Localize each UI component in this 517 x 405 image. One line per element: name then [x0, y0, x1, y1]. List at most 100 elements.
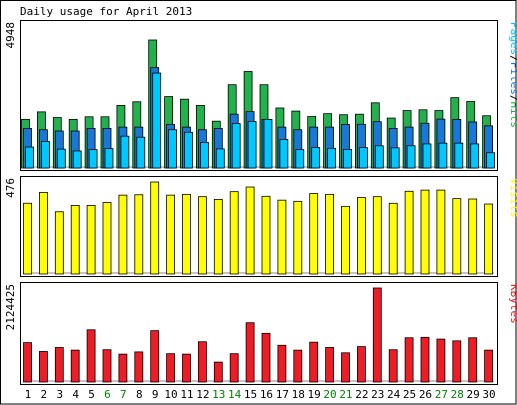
kbytes-bar: [102, 349, 112, 383]
visits-panel: 476 Visits: [4, 176, 517, 277]
visits-bar: [372, 196, 382, 275]
visits-bar: [39, 192, 48, 275]
pages-bar: [56, 148, 66, 169]
pages-bar: [120, 135, 130, 169]
pages-bar: [327, 147, 337, 169]
x-tick-label: 17: [276, 388, 289, 401]
pages-bar: [88, 149, 98, 169]
kbytes-bar: [23, 342, 32, 383]
kbytes-bar: [388, 349, 398, 383]
pages-bar: [390, 147, 400, 169]
x-tick-label: 6: [104, 388, 111, 401]
kbytes-panel: 2124425 KBytes: [4, 282, 517, 385]
pages-bar: [263, 118, 273, 169]
x-axis-labels: 1 2 3 4 5 6 7 8 9 10 11 12 13 14 15 16 17 18 19 20 21 22 23 24 2…: [25, 388, 496, 401]
pages-bar: [199, 141, 209, 169]
chart-title: Daily usage for April 2013: [20, 5, 192, 18]
kbytes-bar: [468, 337, 478, 383]
visits-bar: [388, 202, 398, 275]
pages-bar: [215, 148, 225, 169]
kbytes-bar: [213, 361, 223, 383]
kbytes-right-label: KBytes: [508, 284, 517, 324]
visits-ymax-label: 476: [4, 178, 17, 198]
visits-bar: [229, 191, 239, 275]
kbytes-bar: [86, 329, 96, 383]
kbytes-bar: [39, 351, 48, 383]
visits-bar: [150, 181, 160, 275]
visits-right-label: Visits: [508, 178, 517, 218]
visits-bar: [245, 186, 255, 275]
visits-bar: [293, 200, 303, 275]
hits-ymax-label: 4948: [4, 22, 17, 49]
visits-bar: [70, 204, 80, 275]
kbytes-bar: [277, 344, 287, 383]
visits-bar: [420, 189, 430, 275]
x-tick-label: 2: [41, 388, 48, 401]
visits-bar: [277, 199, 287, 275]
x-tick-label: 12: [196, 388, 209, 401]
x-tick-label: 14: [228, 388, 242, 401]
kbytes-bar: [166, 353, 176, 383]
visits-bar: [197, 196, 207, 275]
kbytes-bar: [404, 337, 414, 383]
x-tick-label: 13: [212, 388, 225, 401]
visits-bar: [452, 198, 462, 275]
pages-bar: [104, 148, 114, 169]
pages-bar: [168, 129, 178, 169]
x-tick-label: 25: [403, 388, 416, 401]
pages-bar: [454, 142, 464, 169]
kbytes-bar: [436, 338, 446, 383]
kbytes-bar: [356, 346, 366, 383]
x-tick-label: 15: [244, 388, 257, 401]
visits-bar: [309, 193, 319, 275]
x-tick-label: 27: [435, 388, 448, 401]
kbytes-bar: [245, 322, 255, 383]
visits-bar: [86, 204, 96, 275]
kbytes-bar: [309, 341, 319, 383]
visits-bar: [325, 193, 335, 275]
x-tick-label: 29: [467, 388, 480, 401]
pages-bar: [486, 152, 496, 169]
x-tick-label: 30: [482, 388, 495, 401]
kbytes-bar: [182, 353, 191, 383]
kbytes-right-label-part: KBytes: [508, 284, 517, 324]
x-tick-label: 8: [136, 388, 143, 401]
pages-bar: [374, 145, 384, 169]
x-tick-label: 7: [120, 388, 127, 401]
kbytes-bar: [484, 349, 494, 383]
visits-bar: [23, 202, 32, 275]
pages-bar: [247, 121, 257, 169]
visits-bar: [54, 211, 64, 275]
x-tick-label: 16: [260, 388, 273, 401]
visits-panel-frame: [20, 176, 498, 277]
x-tick-label: 1: [25, 388, 32, 401]
x-tick-label: 18: [292, 388, 305, 401]
visits-bar: [356, 197, 366, 275]
kbytes-bar: [150, 330, 160, 383]
visits-bar: [484, 203, 494, 275]
pages-bar: [152, 72, 162, 169]
pages-bar: [343, 148, 352, 169]
x-tick-label: 24: [387, 388, 401, 401]
x-tick-label: 21: [339, 388, 352, 401]
x-tick-label: 22: [355, 388, 368, 401]
hits-right-label-part: Hits: [508, 102, 517, 129]
kbytes-bar: [70, 349, 80, 383]
x-tick-label: 4: [72, 388, 79, 401]
kbytes-bar: [420, 336, 430, 383]
kbytes-bar: [325, 347, 335, 383]
pages-bar: [295, 149, 305, 169]
visits-bar: [182, 193, 191, 275]
hits-panel-frame: [20, 20, 498, 171]
x-tick-label: 20: [323, 388, 336, 401]
pages-bar: [136, 136, 146, 169]
visits-bar: [436, 189, 446, 275]
kbytes-bar: [197, 341, 207, 383]
visits-bar: [166, 194, 176, 275]
visits-bar: [261, 195, 271, 275]
kbytes-bar: [229, 353, 239, 383]
